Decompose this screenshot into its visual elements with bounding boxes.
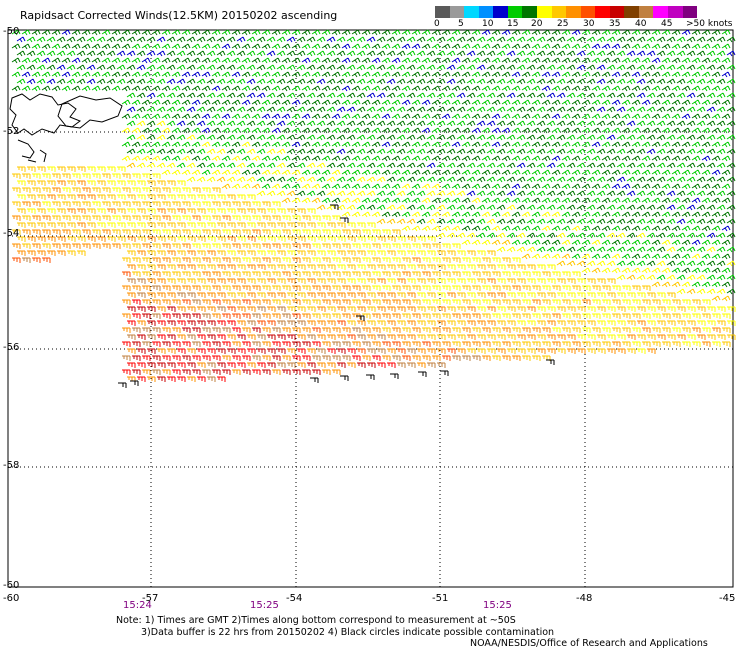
lon-label: -48 — [576, 593, 593, 604]
wind-barbs — [11, 29, 736, 388]
legend-swatch — [507, 6, 523, 18]
map-frame — [7, 29, 734, 588]
falklands-coastline — [9, 93, 123, 163]
note-line-1: Note: 1) Times are GMT 2)Times along bot… — [116, 615, 516, 626]
time-label: 15:25 — [250, 600, 279, 611]
legend-label: 35 — [609, 19, 621, 29]
legend-label: 40 — [635, 19, 647, 29]
wind-barb-group — [17, 120, 736, 354]
legend-swatch — [595, 6, 610, 18]
legend-swatch — [624, 6, 639, 18]
legend-label: 45 — [661, 19, 673, 29]
legend-label: 10 — [482, 19, 494, 29]
legend-label: 0 — [434, 19, 440, 29]
legend-swatch — [536, 6, 552, 18]
legend-label: 25 — [557, 19, 569, 29]
legend-swatch — [609, 6, 625, 18]
lon-label: -51 — [432, 593, 449, 604]
wind-barb-group — [12, 162, 736, 361]
wind-barb-group — [12, 180, 721, 382]
legend-swatch — [464, 6, 479, 18]
east-falkland-island — [57, 95, 123, 129]
lon-label: -57 — [142, 593, 159, 604]
lat-label: -58 — [3, 460, 20, 471]
wind-barb-group — [22, 257, 481, 382]
legend-swatch — [638, 6, 654, 18]
legend-swatch — [522, 6, 537, 18]
graticule — [8, 30, 733, 587]
contamination-barbs — [118, 204, 555, 388]
legend-swatch — [653, 6, 668, 18]
note-line-2: 3)Data buffer is 22 hrs from 20150202 4)… — [141, 627, 555, 638]
legend-swatch — [449, 6, 465, 18]
legend-swatch — [551, 6, 567, 18]
legend-label: 30 — [583, 19, 595, 29]
legend-label: 20 — [531, 19, 543, 29]
lat-label: -60 — [3, 580, 20, 591]
wind-barb-group — [122, 299, 396, 382]
time-label: 15:24 — [123, 600, 152, 611]
lat-label: -54 — [3, 228, 20, 239]
legend-label: 5 — [458, 19, 464, 29]
legend-swatch — [493, 6, 508, 18]
time-label: 15:25 — [483, 600, 512, 611]
wind-barb-group — [127, 306, 376, 382]
lat-label: -52 — [3, 126, 20, 137]
wind-barb-group — [11, 29, 736, 295]
lon-label: -54 — [286, 593, 303, 604]
legend-swatch — [668, 6, 683, 18]
southern-inlets — [17, 139, 47, 163]
map-title: Rapidsact Corrected Winds(12.5KM) 201502… — [20, 9, 338, 22]
legend-swatch — [478, 6, 494, 18]
wind-speed-color-legend — [435, 6, 698, 18]
lat-label: -56 — [3, 342, 20, 353]
wind-barb-group — [11, 29, 736, 288]
lon-label: -45 — [719, 593, 736, 604]
legend-swatch — [435, 6, 450, 18]
corner-lon-label: -60 — [3, 593, 20, 604]
legend-label: >50 knots — [686, 19, 733, 29]
legend-swatch — [682, 6, 698, 18]
lat-label: -50 — [3, 26, 20, 37]
credit-line: NOAA/NESDIS/Office of Research and Appli… — [470, 638, 708, 649]
legend-swatch — [566, 6, 581, 18]
legend-label: 15 — [507, 19, 519, 29]
legend-labels: 0 5 10 15 20 25 30 35 40 45 >50 knots — [428, 19, 740, 31]
wind-barb-group — [16, 29, 736, 246]
legend-swatch — [580, 6, 596, 18]
wind-barb-group — [12, 257, 456, 361]
